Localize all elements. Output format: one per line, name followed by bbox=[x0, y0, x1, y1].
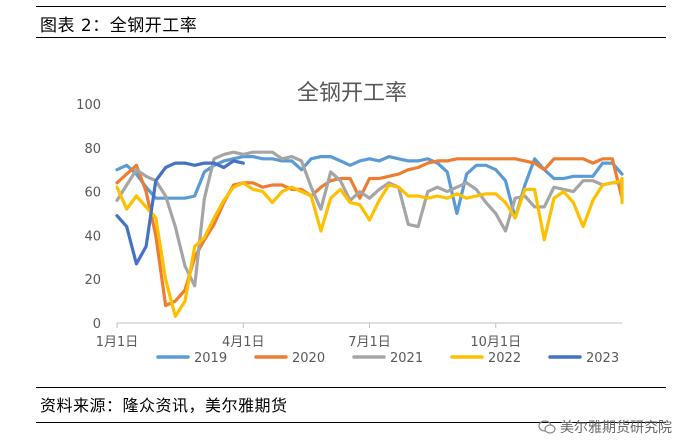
figure-header: 图表 2：全钢开工率 bbox=[36, 6, 666, 38]
figure-label: 图表 2：全钢开工率 bbox=[40, 16, 198, 36]
x-tick-label: 1月1日 bbox=[96, 335, 139, 350]
y-axis-ticks: 0 20 40 60 80 100 bbox=[76, 98, 101, 332]
legend-label-2023: 2023 bbox=[586, 351, 619, 366]
legend-label-2020: 2020 bbox=[292, 351, 325, 366]
y-tick-label: 60 bbox=[84, 186, 101, 201]
series-line-2022 bbox=[115, 176, 624, 318]
series-lines bbox=[115, 150, 624, 318]
y-tick-label: 40 bbox=[84, 229, 101, 244]
source-note: 资料来源：隆众资讯，美尔雅期货 bbox=[40, 396, 288, 415]
x-tick-label: 10月1日 bbox=[470, 335, 521, 350]
series-line-2020 bbox=[115, 157, 624, 308]
series-line-2023 bbox=[115, 159, 245, 266]
x-axis-ticks: 1月1日 4月1日 7月1日 10月1日 bbox=[96, 323, 521, 350]
watermark-text: 美尔雅期货研究院 bbox=[560, 420, 672, 436]
y-tick-label: 20 bbox=[84, 273, 101, 288]
legend: 2019 2020 2021 2022 2023 bbox=[156, 351, 619, 366]
y-tick-label: 0 bbox=[93, 317, 101, 332]
watermark: 美尔雅期货研究院 bbox=[538, 417, 672, 437]
legend-label-2022: 2022 bbox=[488, 351, 521, 366]
chart-title: 全钢开工率 bbox=[297, 81, 407, 106]
x-tick-label: 4月1日 bbox=[222, 335, 265, 350]
legend-label-2021: 2021 bbox=[390, 351, 423, 366]
figure-footer: 资料来源：隆众资讯，美尔雅期货 bbox=[36, 387, 666, 423]
x-tick-label: 7月1日 bbox=[348, 335, 391, 350]
y-tick-label: 80 bbox=[84, 142, 101, 157]
legend-label-2019: 2019 bbox=[194, 351, 227, 366]
series-line-2019 bbox=[115, 155, 624, 220]
y-tick-label: 100 bbox=[76, 98, 101, 113]
wechat-icon bbox=[538, 420, 556, 434]
